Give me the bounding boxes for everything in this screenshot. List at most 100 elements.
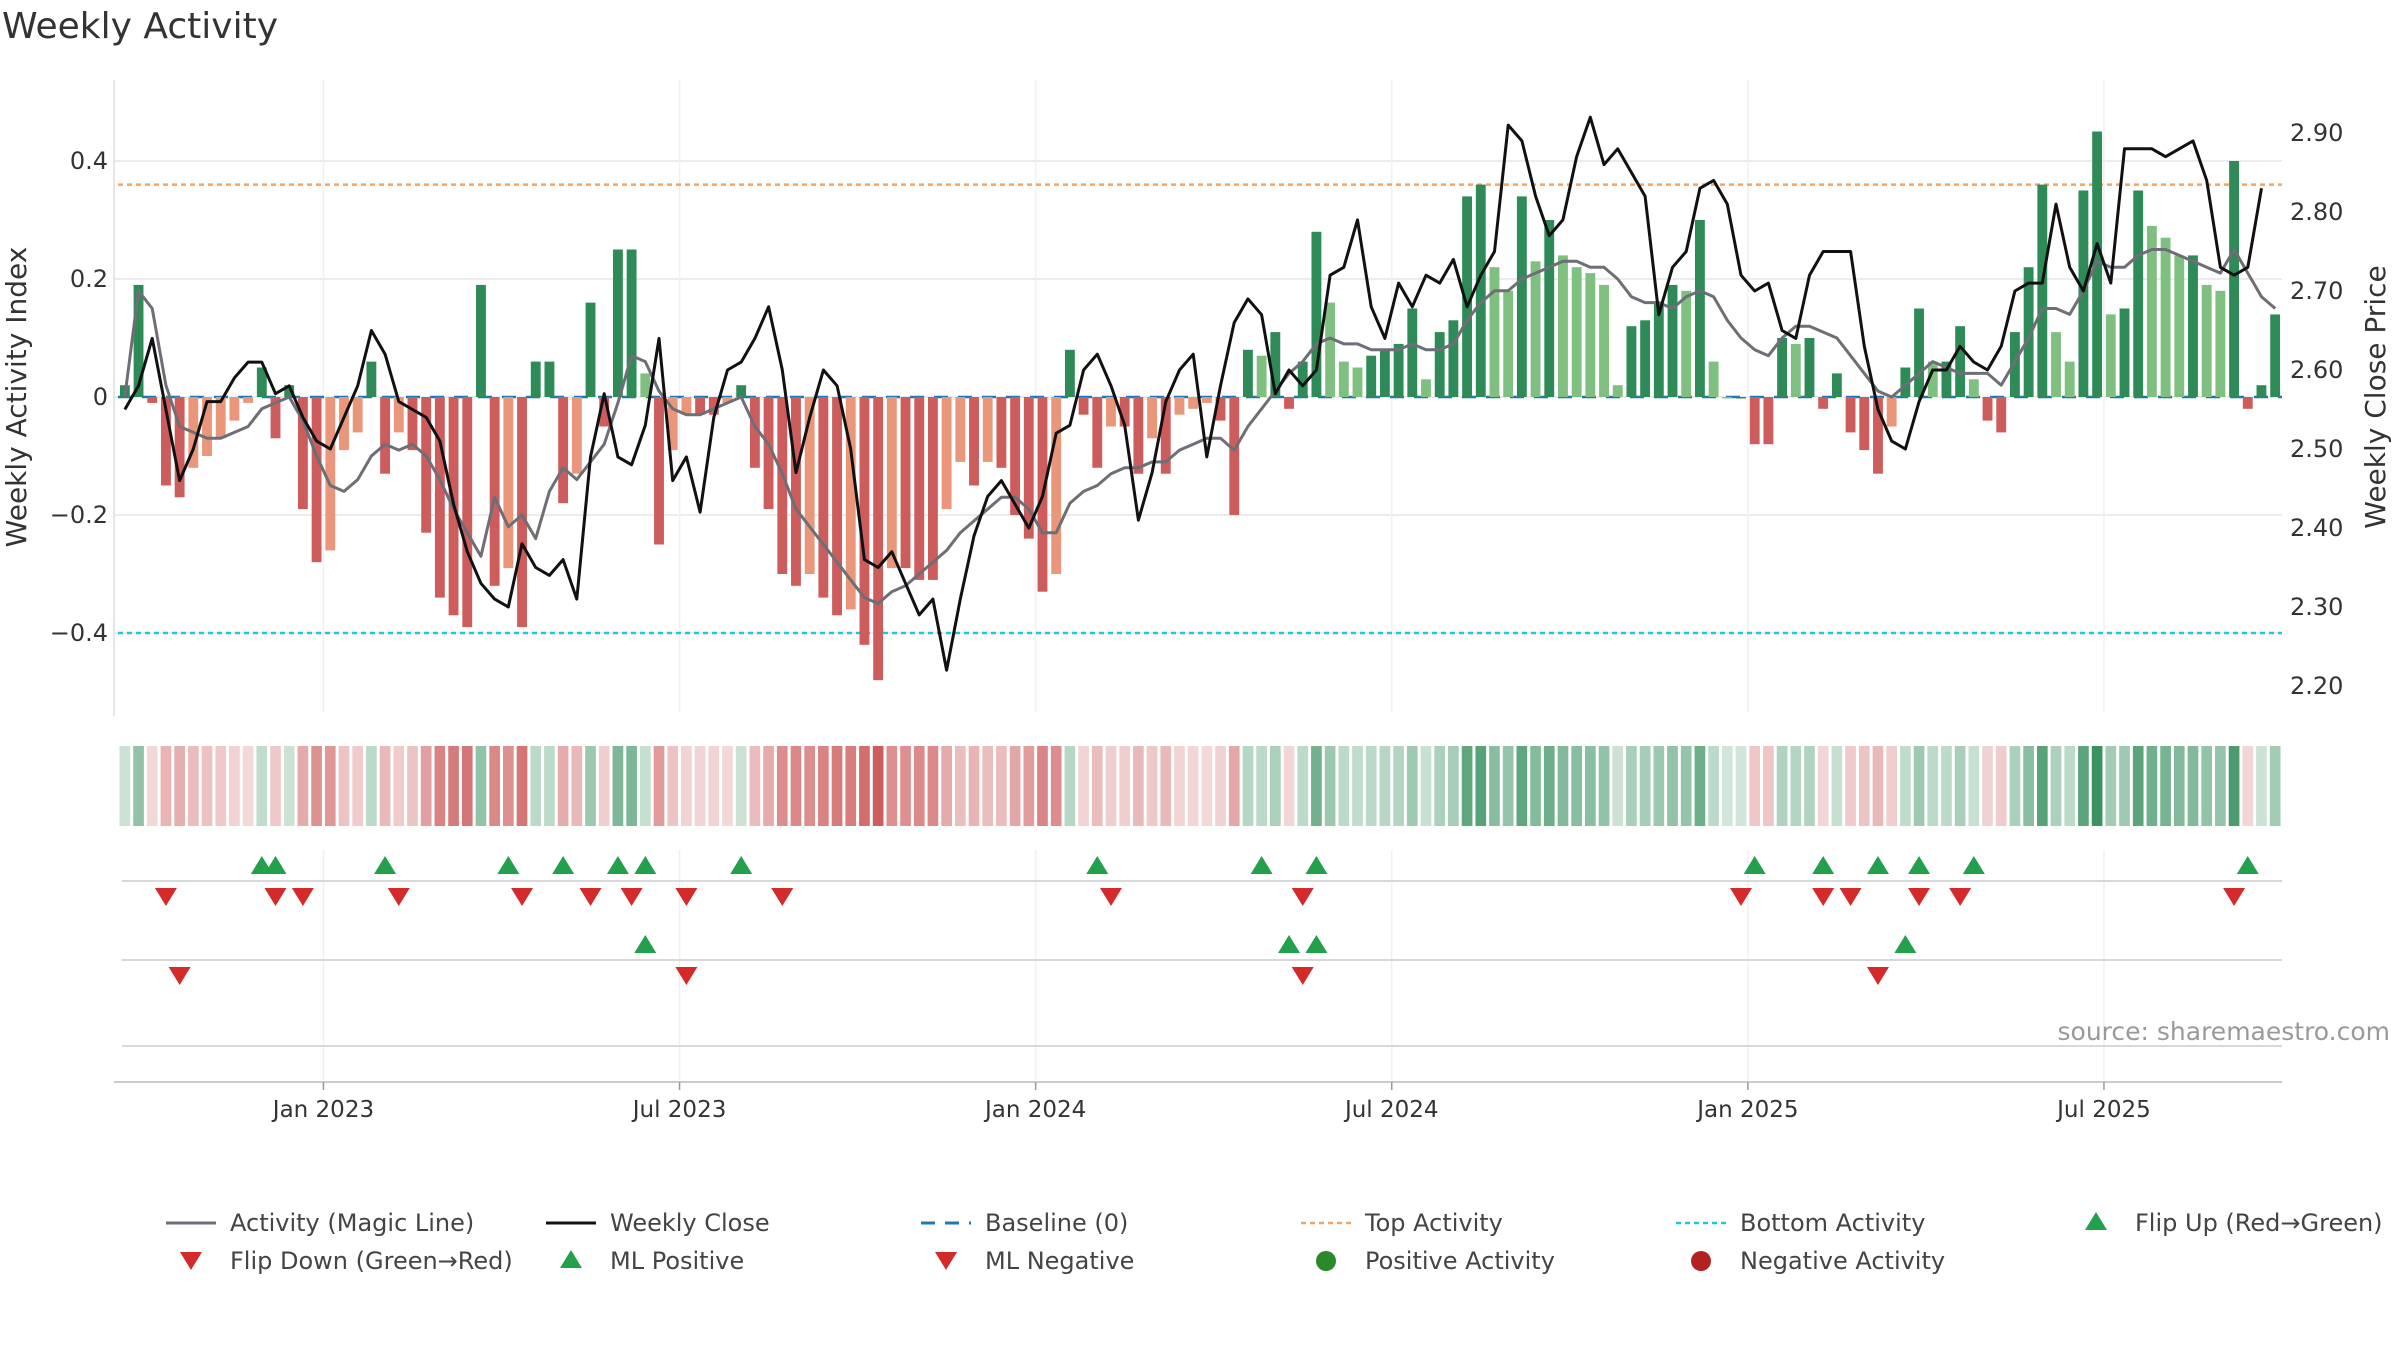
- heat-cell: [1913, 746, 1925, 826]
- activity-bar: [1421, 379, 1431, 397]
- activity-bar: [2037, 184, 2048, 397]
- heat-cell: [119, 746, 131, 826]
- heat-cell: [1461, 746, 1473, 826]
- flip-down-marker: [2223, 888, 2246, 906]
- right-tick-label: 2.80: [2290, 198, 2343, 226]
- ml-positive-marker: [1305, 935, 1328, 953]
- activity-bar: [1325, 302, 1336, 397]
- left-tick-label: 0: [93, 383, 108, 411]
- activity-bar: [1886, 397, 1897, 427]
- flip-up-marker: [730, 856, 753, 874]
- activity-bar: [1338, 361, 1349, 397]
- activity-bar: [982, 397, 993, 462]
- activity-bar: [1626, 326, 1637, 397]
- flip-down-marker: [387, 888, 410, 906]
- ml-negative-marker: [1291, 967, 1314, 985]
- heat-cell: [1119, 746, 1131, 826]
- activity-bar: [352, 397, 363, 433]
- heat-cell: [434, 746, 446, 826]
- x-tick-label: Jul 2025: [2055, 1097, 2151, 1123]
- heat-cell: [1146, 746, 1158, 826]
- activity-bar: [297, 397, 308, 510]
- heat-cell: [1653, 746, 1665, 826]
- heat-cell: [215, 746, 227, 826]
- flip-up-marker: [1305, 856, 1328, 874]
- heat-cell: [1927, 746, 1939, 826]
- heat-cell: [544, 746, 555, 826]
- activity-bar: [1503, 290, 1514, 397]
- activity-bar: [1749, 397, 1760, 445]
- flip-up-marker: [634, 856, 657, 874]
- heat-cell: [1133, 746, 1144, 826]
- heat-cell: [927, 746, 939, 826]
- heat-cell: [1475, 746, 1487, 826]
- activity-bar: [996, 397, 1007, 468]
- heat-cell: [996, 746, 1007, 826]
- heat-cell: [1448, 746, 1459, 826]
- activity-bar: [1133, 397, 1144, 474]
- flip-down-marker: [1099, 888, 1122, 906]
- legend-label: Top Activity: [1365, 1209, 1503, 1237]
- heat-cell: [379, 746, 391, 826]
- source-note: source: sharemaestro.com: [2057, 1017, 2391, 1046]
- activity-bar: [1818, 397, 1829, 409]
- heat-cell: [1694, 746, 1706, 826]
- activity-bar: [1366, 355, 1377, 397]
- left-axis-title: Weekly Activity Index: [0, 247, 33, 548]
- activity-bar: [845, 397, 856, 610]
- heat-cell: [1776, 746, 1788, 826]
- heat-cell: [722, 746, 733, 826]
- heat-cell: [2132, 746, 2144, 826]
- activity-bar: [2023, 267, 2034, 397]
- heat-cell: [639, 746, 651, 826]
- heat-cell: [1626, 746, 1637, 826]
- activity-bar: [2009, 332, 2020, 397]
- flip-up-marker: [374, 856, 397, 874]
- activity-bar: [1640, 320, 1651, 397]
- heat-cell: [1831, 746, 1843, 826]
- activity-bar: [832, 397, 842, 616]
- heat-cell: [790, 746, 802, 826]
- heat-cell: [831, 746, 843, 826]
- legend-up-triangle: [560, 1250, 582, 1268]
- heat-cell: [804, 746, 815, 826]
- activity-bar: [859, 397, 870, 645]
- activity-bars: [119, 131, 2281, 681]
- heat-cell: [557, 746, 569, 826]
- activity-bar: [2215, 290, 2226, 397]
- activity-bar: [366, 361, 377, 397]
- left-tick-label: 0.4: [70, 147, 108, 175]
- activity-bar: [380, 397, 391, 474]
- activity-bar: [284, 385, 295, 397]
- legend-symbol-bottom: [1676, 1221, 1726, 1225]
- activity-bar: [544, 361, 555, 397]
- activity-bar: [585, 302, 596, 397]
- legend-symbol-baseline: [921, 1221, 971, 1225]
- flip-down-marker: [291, 888, 314, 906]
- activity-bar: [804, 397, 815, 574]
- heat-cell: [2146, 746, 2158, 826]
- activity-bar: [612, 249, 623, 397]
- flip-down-marker: [675, 888, 698, 906]
- chart-title: Weekly Activity: [2, 6, 279, 47]
- heat-cell: [859, 746, 870, 826]
- heat-cell: [2091, 746, 2103, 826]
- heat-cell: [1037, 746, 1048, 826]
- activity-bar: [1763, 397, 1774, 445]
- activity-bar: [1243, 349, 1253, 397]
- activity-bar: [1393, 343, 1404, 397]
- activity-bar: [1256, 355, 1267, 397]
- heat-cell: [1872, 746, 1884, 826]
- legend-label: Weekly Close: [610, 1209, 770, 1237]
- activity-bar: [1475, 184, 1486, 397]
- heat-cell: [461, 746, 473, 826]
- heat-cell: [270, 746, 281, 826]
- activity-bar: [1599, 284, 1609, 397]
- heat-cell: [2009, 746, 2021, 826]
- activity-bar: [393, 397, 404, 433]
- legend-label: Activity (Magic Line): [230, 1209, 475, 1237]
- heat-cell: [1105, 746, 1117, 826]
- activity-bar: [1790, 343, 1801, 397]
- legend-symbol-flipup: [2085, 1212, 2107, 1230]
- heat-cell: [174, 746, 185, 826]
